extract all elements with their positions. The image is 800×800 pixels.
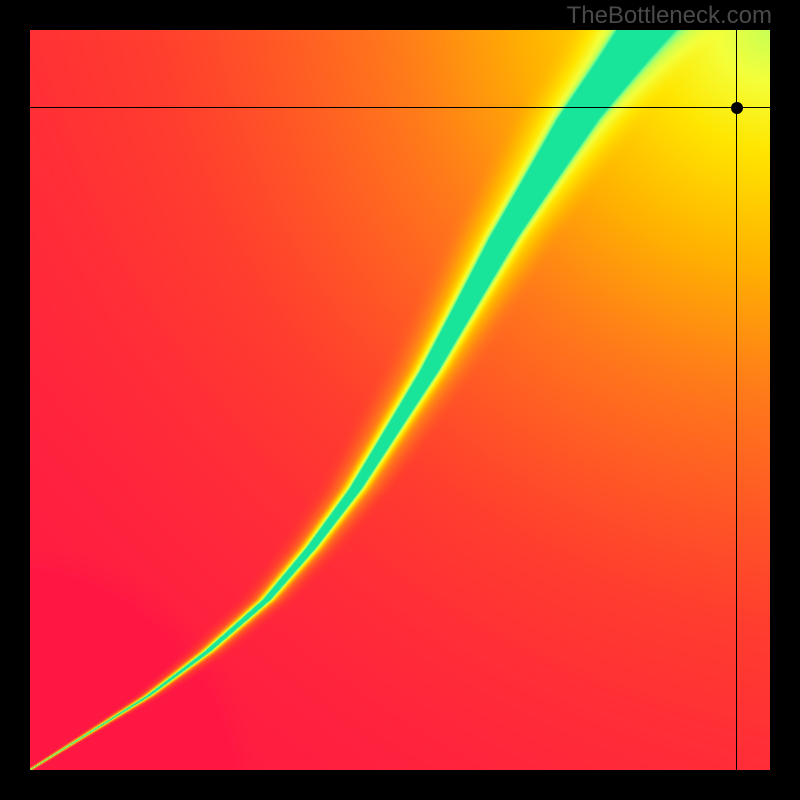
crosshair-horizontal	[30, 107, 770, 108]
bottleneck-heatmap	[30, 30, 770, 770]
chart-container: { "watermark": { "text": "TheBottleneck.…	[0, 0, 800, 800]
selection-marker	[731, 102, 743, 114]
crosshair-vertical	[736, 30, 737, 770]
watermark-text: TheBottleneck.com	[567, 2, 772, 30]
